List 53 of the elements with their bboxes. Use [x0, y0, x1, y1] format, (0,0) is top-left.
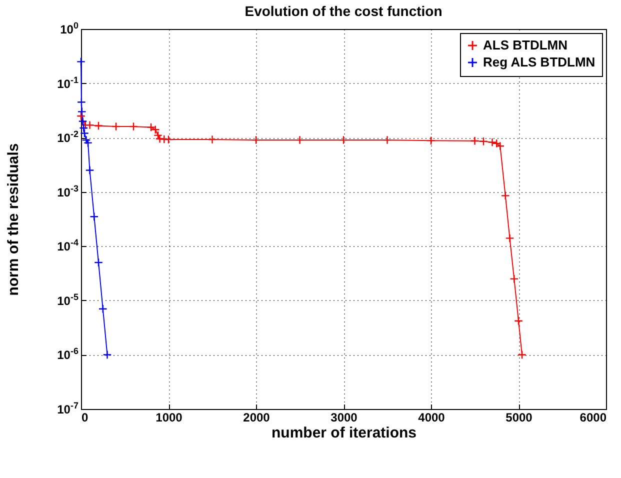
- point: [426, 136, 436, 146]
- point: [94, 121, 103, 130]
- x-tick-label: 3000: [330, 410, 358, 424]
- point: [98, 304, 108, 314]
- point: [382, 136, 392, 145]
- x-axis-title: number of iterations: [271, 424, 417, 442]
- legend-label: ALS BTDLMN: [483, 38, 568, 52]
- x-tick-label: 6000: [580, 410, 607, 424]
- point: [102, 350, 112, 360]
- y-tick-label: 10$^{-3}$: [57, 183, 78, 200]
- x-tick-label: 1000: [156, 410, 183, 424]
- point: [208, 135, 217, 144]
- point: [479, 136, 488, 146]
- y-tick-label: 10$^{-6}$: [57, 346, 78, 362]
- chart-title: Evolution of the cost function: [244, 3, 442, 19]
- y-tick-label: 10$^{0}$: [60, 20, 78, 36]
- point: [496, 142, 505, 150]
- x-tick-label: 5000: [506, 410, 533, 424]
- legend-label: Reg ALS BTDLMN: [483, 54, 596, 70]
- point: [90, 212, 99, 222]
- point: [76, 98, 86, 107]
- point: [339, 136, 348, 145]
- point: [76, 57, 86, 66]
- x-tick-label: 0: [82, 410, 88, 424]
- x-tick-label: 2000: [243, 410, 270, 424]
- x-tick-label: 4000: [418, 410, 446, 424]
- point: [77, 107, 86, 116]
- y-tick-label: 10$^{-1}$: [57, 74, 78, 91]
- y-tick-label: 10$^{-2}$: [57, 129, 78, 146]
- point: [84, 138, 92, 148]
- point: [510, 274, 519, 284]
- point: [129, 122, 138, 131]
- y-tick-label: 10$^{-5}$: [57, 292, 78, 308]
- point: [80, 128, 89, 138]
- point: [78, 116, 88, 126]
- point: [470, 136, 480, 146]
- point: [85, 166, 94, 175]
- point: [82, 136, 91, 145]
- y-tick-label: 10$^{-4}$: [57, 238, 78, 254]
- point: [94, 258, 103, 267]
- point: [76, 111, 86, 120]
- point: [252, 136, 260, 145]
- point: [79, 124, 88, 132]
- point: [85, 120, 94, 130]
- point: [112, 122, 120, 131]
- point: [164, 135, 173, 144]
- point: [500, 191, 510, 200]
- point: [505, 234, 514, 243]
- point: [518, 350, 526, 360]
- y-axis-title: norm of the residuals: [4, 143, 22, 296]
- y-tick-label: 10$^{-7}$: [57, 400, 78, 416]
- point: [514, 316, 523, 326]
- point: [155, 134, 164, 144]
